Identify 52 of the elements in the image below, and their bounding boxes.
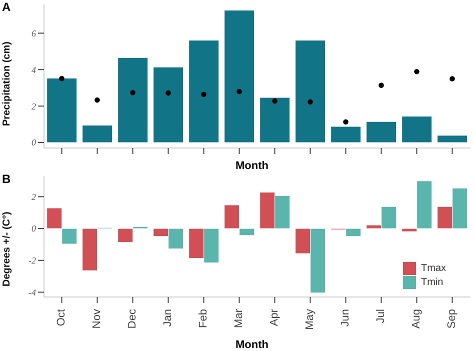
point: [450, 76, 455, 82]
y-tick-label: 0: [32, 224, 36, 234]
x-tick-label: Jun: [340, 309, 352, 327]
y-tick-label: 4: [32, 64, 36, 75]
bar: [224, 10, 255, 143]
point: [343, 119, 348, 125]
point: [130, 90, 136, 96]
bar: [260, 97, 290, 143]
y-tick-label: -4: [28, 287, 36, 298]
point: [236, 88, 242, 94]
y-tick-label: 2: [32, 101, 36, 112]
x-axis-title: Month: [234, 339, 270, 351]
bar: [437, 135, 468, 143]
chart-title: B: [2, 172, 11, 186]
y-tick-label: 6: [32, 28, 36, 38]
y-tick-label: 0: [32, 138, 36, 148]
point: [414, 68, 420, 74]
x-axis-title: Month: [234, 160, 270, 172]
point: [378, 82, 384, 88]
x-tick-label: May: [304, 308, 316, 330]
x-tick-label: Jan: [162, 309, 174, 327]
point: [166, 90, 171, 96]
x-tick-label: Oct: [56, 309, 68, 326]
legend-label: Tmin: [421, 277, 444, 288]
bar: [330, 126, 362, 143]
x-tick-label: Apr: [268, 308, 281, 326]
bar: [153, 66, 184, 143]
bar: [46, 78, 78, 143]
y-tick-label: -2: [28, 256, 36, 266]
point: [308, 99, 313, 105]
chart-title: A: [2, 0, 11, 14]
point: [201, 92, 206, 98]
y-tick-label: 2: [32, 192, 36, 202]
x-tick-label: Sep: [446, 309, 458, 329]
legend-label: Tmax: [421, 263, 446, 274]
point: [94, 97, 100, 103]
bar: [366, 121, 397, 143]
x-tick-label: Jul: [375, 309, 388, 324]
bar: [402, 116, 432, 143]
bar: [188, 40, 220, 143]
x-tick-label: Feb: [198, 309, 210, 328]
point: [59, 76, 64, 82]
bar: [118, 58, 148, 143]
point: [272, 98, 278, 104]
x-tick-label: Dec: [126, 308, 139, 329]
x-tick-label: Mar: [233, 308, 246, 328]
y-axis-title: Degrees +/- (C°): [2, 212, 13, 286]
x-tick-label: Nov: [91, 308, 104, 329]
bar: [295, 40, 326, 143]
bar: [82, 124, 113, 143]
y-axis-title: Precipitation (cm): [2, 42, 13, 126]
x-tick-label: Aug: [410, 309, 423, 329]
